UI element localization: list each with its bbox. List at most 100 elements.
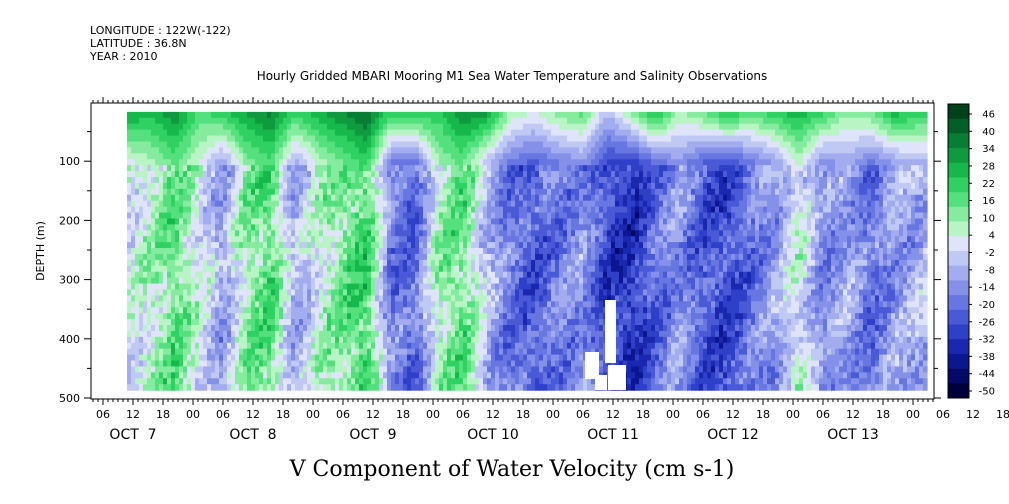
heatmap-cell: [315, 360, 320, 368]
heatmap-cell: [483, 141, 488, 148]
heatmap-cell: [379, 117, 384, 125]
heatmap-cell: [471, 354, 476, 362]
heatmap-cell: [215, 171, 220, 178]
heatmap-cell: [155, 165, 160, 172]
heatmap-cell: [179, 129, 184, 137]
heatmap-cell: [427, 129, 432, 137]
heatmap-cell: [319, 348, 324, 356]
heatmap-cell: [163, 111, 168, 119]
heatmap-cell: [403, 325, 408, 332]
heatmap-cell: [495, 259, 500, 267]
heatmap-cell: [455, 200, 460, 208]
heatmap-cell: [167, 236, 172, 243]
heatmap-cell: [515, 242, 520, 249]
heatmap-cell: [535, 129, 540, 137]
heatmap-cell: [303, 330, 308, 338]
heatmap-cell: [459, 236, 464, 243]
heatmap-cell: [275, 159, 280, 166]
heatmap-cell: [431, 129, 436, 137]
heatmap-cell: [239, 336, 244, 344]
heatmap-cell: [323, 117, 328, 125]
heatmap-cell: [215, 265, 220, 273]
heatmap-cell: [375, 336, 380, 344]
heatmap-cell: [387, 295, 392, 302]
heatmap-cell: [287, 295, 292, 302]
heatmap-cell: [239, 354, 244, 362]
heatmap-cell: [539, 360, 544, 368]
heatmap-cell: [323, 111, 328, 119]
heatmap-cell: [531, 248, 536, 255]
heatmap-cell: [191, 259, 196, 267]
heatmap-cell: [435, 330, 440, 338]
heatmap-cell: [283, 188, 288, 196]
heatmap-cell: [511, 301, 516, 308]
heatmap-cell: [211, 242, 216, 249]
heatmap-cell: [219, 188, 224, 196]
heatmap-cell: [383, 277, 388, 285]
heatmap-cell: [323, 259, 328, 267]
heatmap-cell: [287, 348, 292, 356]
heatmap-cell: [263, 265, 268, 273]
heatmap-cell: [403, 111, 408, 119]
heatmap-cell: [543, 200, 548, 208]
heatmap-cell: [135, 224, 140, 231]
heatmap-cell: [467, 182, 472, 190]
heatmap-cell: [383, 307, 388, 314]
heatmap-cell: [351, 342, 356, 350]
heatmap-cell: [255, 165, 260, 172]
heatmap-cell: [511, 111, 516, 119]
heatmap-cell: [327, 117, 332, 125]
heatmap-cell: [199, 354, 204, 362]
heatmap-cell: [155, 236, 160, 243]
heatmap-cell: [163, 230, 168, 237]
heatmap-cell: [491, 295, 496, 302]
heatmap-cell: [379, 182, 384, 190]
heatmap-cell: [315, 218, 320, 225]
heatmap-cell: [199, 153, 204, 160]
heatmap-cell: [287, 384, 292, 391]
heatmap-cell: [475, 117, 480, 125]
heatmap-cell: [503, 147, 508, 154]
heatmap-cell: [399, 325, 404, 332]
heatmap-cell: [451, 366, 456, 373]
heatmap-cell: [235, 283, 240, 291]
heatmap-cell: [383, 283, 388, 291]
heatmap-cell: [523, 123, 528, 131]
heatmap-cell: [423, 277, 428, 285]
heatmap-cell: [367, 171, 372, 178]
heatmap-cell: [363, 319, 368, 326]
heatmap-cell: [367, 259, 372, 267]
heatmap-cell: [347, 200, 352, 208]
heatmap-cell: [479, 248, 484, 255]
heatmap-cell: [247, 194, 252, 202]
heatmap-cell: [167, 177, 172, 184]
heatmap-cell: [131, 200, 136, 208]
heatmap-cell: [407, 206, 412, 214]
heatmap-cell: [431, 313, 436, 320]
heatmap-cell: [463, 307, 468, 314]
heatmap-cell: [203, 372, 208, 379]
heatmap-cell: [271, 283, 276, 291]
heatmap-cell: [151, 360, 156, 368]
heatmap-cell: [243, 360, 248, 368]
heatmap-cell: [379, 194, 384, 202]
heatmap-cell: [415, 248, 420, 255]
heatmap-cell: [503, 153, 508, 160]
heatmap-cell: [199, 301, 204, 308]
heatmap-cell: [159, 366, 164, 373]
heatmap-cell: [307, 301, 312, 308]
heatmap-cell: [167, 194, 172, 202]
heatmap-cell: [391, 319, 396, 326]
heatmap-cell: [435, 313, 440, 320]
heatmap-cell: [499, 348, 504, 356]
heatmap-cell: [399, 384, 404, 391]
heatmap-cell: [487, 325, 492, 332]
heatmap-cell: [259, 295, 264, 302]
heatmap-cell: [483, 218, 488, 225]
heatmap-cell: [375, 206, 380, 214]
heatmap-cell: [235, 301, 240, 308]
heatmap-cell: [287, 366, 292, 373]
heatmap-cell: [499, 147, 504, 154]
heatmap-cell: [415, 224, 420, 231]
heatmap-cell: [491, 182, 496, 190]
